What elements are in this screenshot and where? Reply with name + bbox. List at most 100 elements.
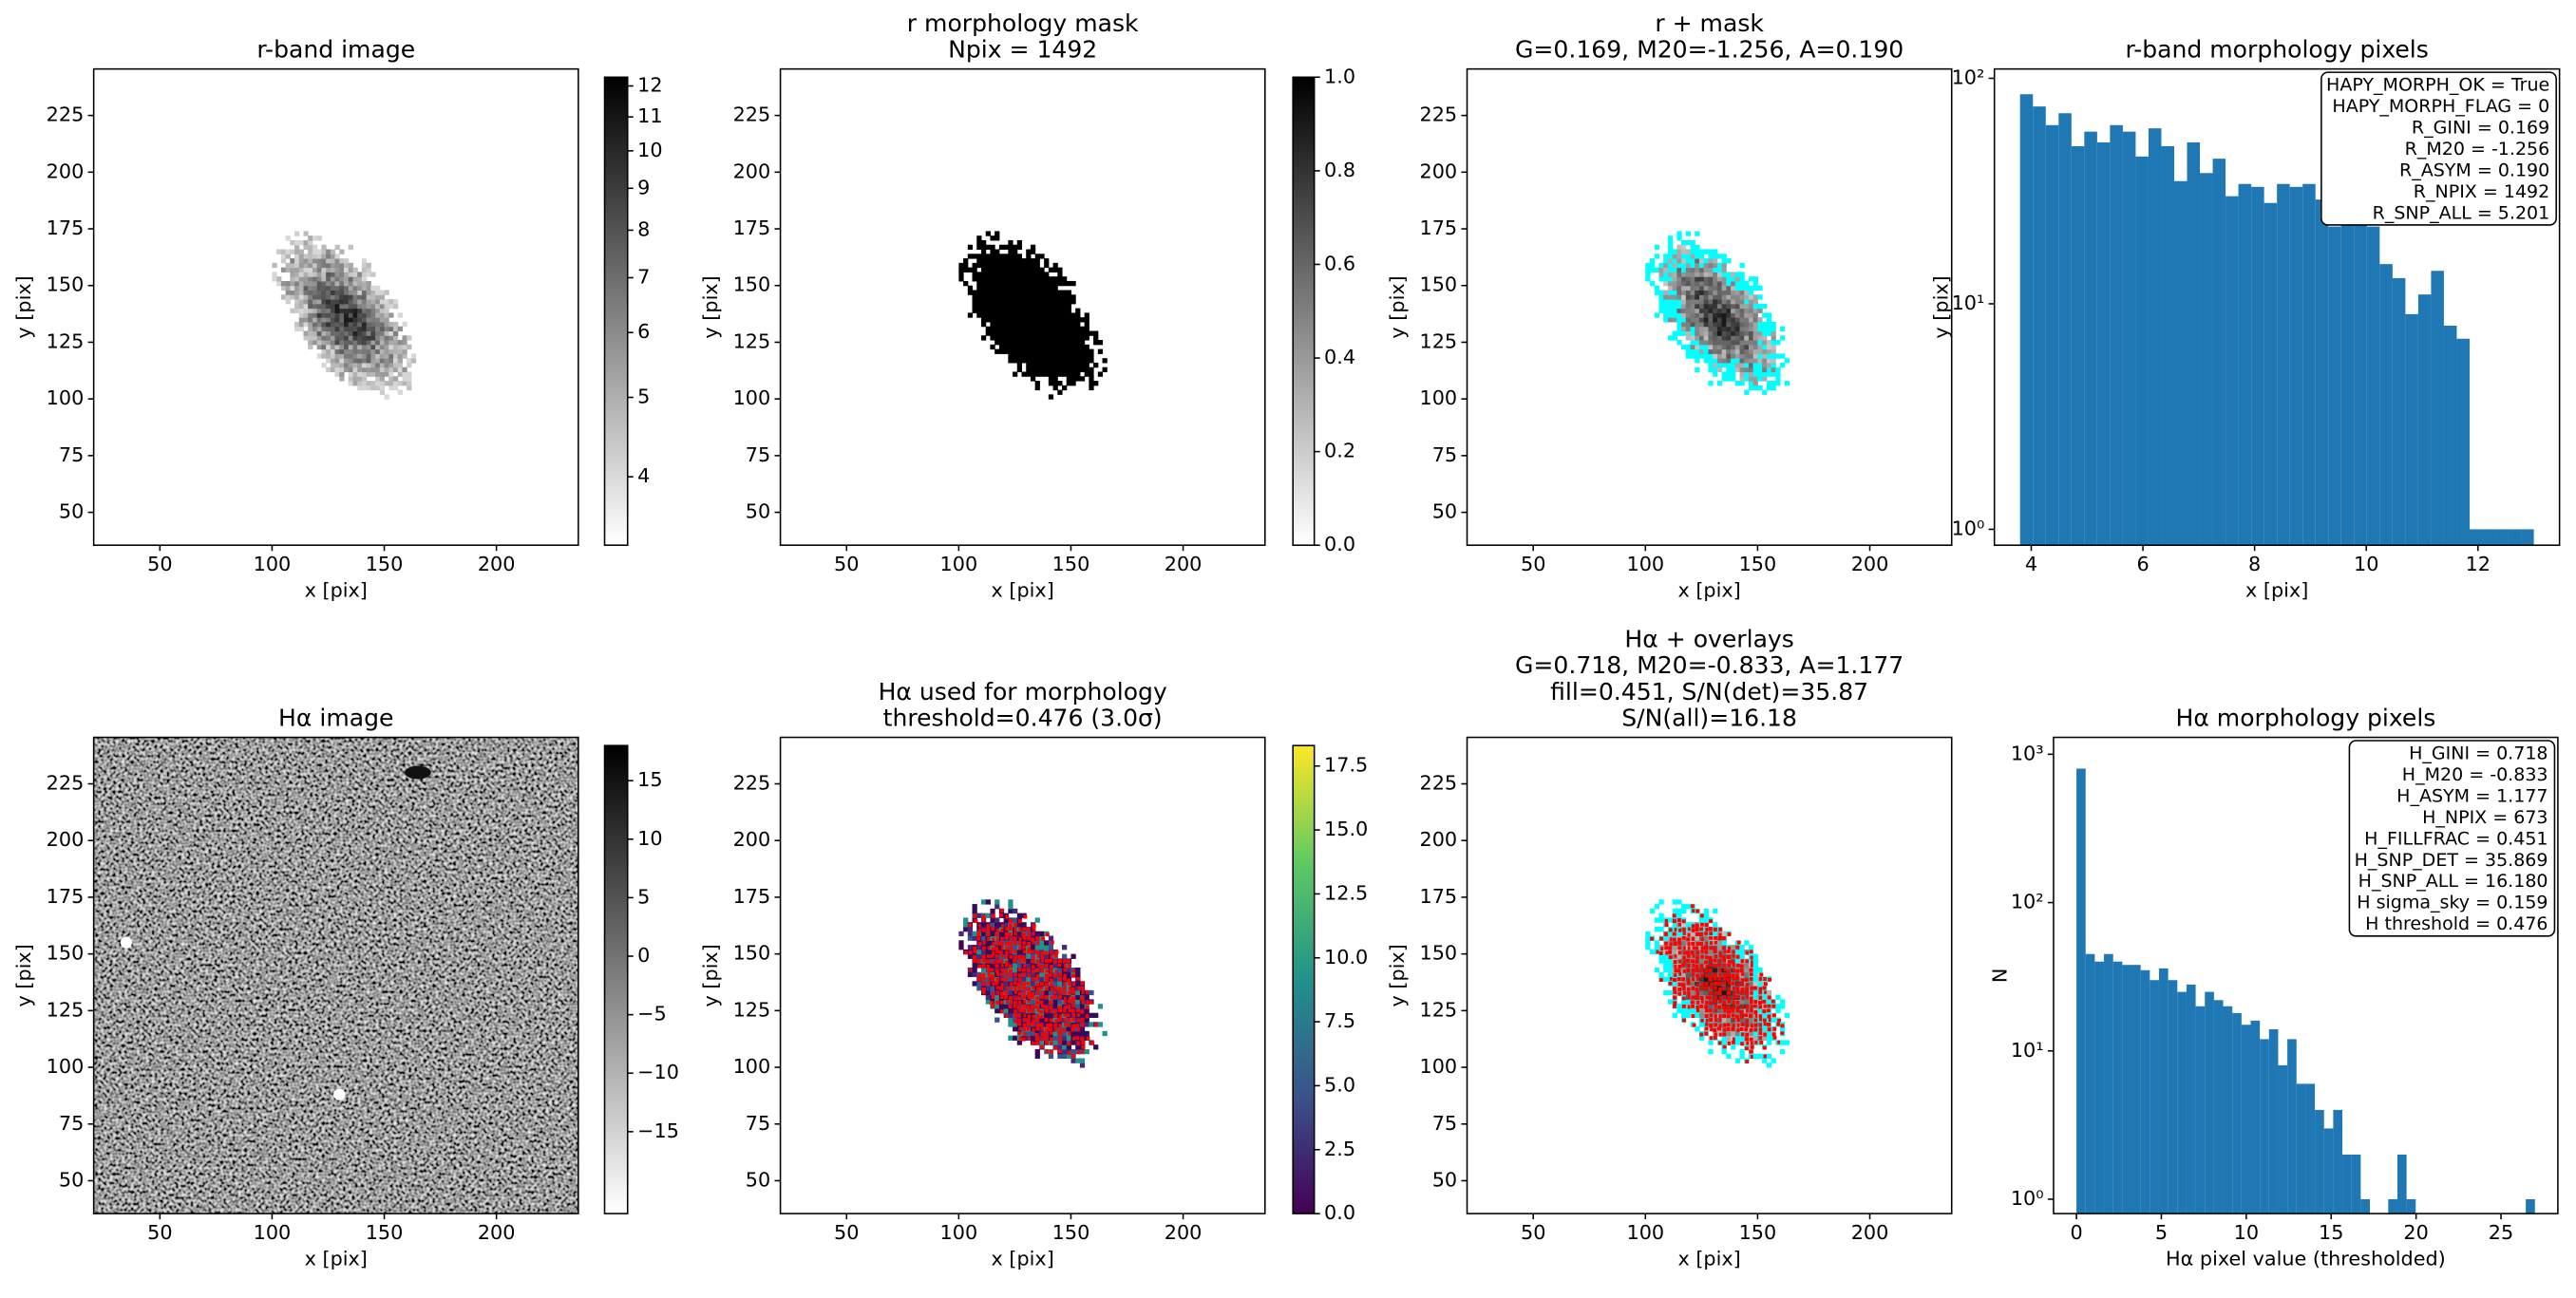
image-pixel — [1003, 317, 1009, 323]
image-pixel — [1079, 362, 1086, 368]
image-pixel — [1708, 326, 1714, 332]
detected-pixel — [1013, 996, 1018, 1001]
image-pixel — [326, 335, 331, 341]
image-pixel — [375, 385, 381, 391]
detected-pixel — [1733, 1001, 1736, 1006]
detected-pixel — [1736, 1027, 1741, 1032]
image-pixel — [1044, 317, 1050, 323]
detected-pixel — [1736, 982, 1741, 987]
detected-pixel — [1722, 973, 1727, 978]
image-pixel — [379, 294, 386, 300]
histogram-bar — [2205, 991, 2214, 1214]
image-pixel — [1062, 326, 1068, 332]
image-pixel — [1030, 945, 1036, 950]
image-pixel — [1716, 340, 1723, 346]
detected-pixel — [1691, 971, 1695, 976]
image-pixel — [1748, 344, 1754, 350]
image-pixel — [1681, 303, 1687, 310]
image-pixel — [392, 385, 399, 391]
image-pixel — [379, 385, 386, 391]
image-pixel — [1013, 244, 1018, 251]
detected-pixel — [1695, 988, 1699, 992]
detected-pixel — [986, 965, 991, 969]
image-pixel — [334, 317, 340, 323]
image-pixel — [1008, 1007, 1013, 1014]
image-pixel — [388, 312, 394, 318]
detected-pixel — [1022, 995, 1026, 1000]
image-pixel — [1744, 376, 1750, 382]
image-pixel — [1721, 348, 1727, 354]
image-pixel — [308, 335, 313, 341]
detected-pixel — [1705, 1000, 1710, 1005]
detected-pixel — [976, 932, 981, 937]
detected-pixel — [986, 928, 991, 932]
detected-pixel — [1063, 976, 1067, 981]
detected-pixel — [1035, 959, 1040, 964]
detected-pixel — [1746, 994, 1751, 999]
detected-pixel — [1739, 1009, 1744, 1014]
image-pixel — [357, 299, 363, 305]
image-pixel — [1681, 267, 1687, 273]
detected-pixel — [1713, 995, 1717, 1000]
image-pixel — [1739, 1048, 1745, 1055]
image-pixel — [1034, 344, 1040, 350]
image-pixel — [1026, 254, 1032, 259]
image-pixel — [1030, 1030, 1036, 1037]
y-tick-label: 100 — [1420, 386, 1458, 409]
image-pixel — [348, 376, 353, 382]
image-pixel — [1075, 989, 1081, 996]
detected-pixel — [1746, 1041, 1751, 1045]
image-pixel — [397, 371, 403, 377]
image-pixel — [334, 348, 340, 354]
image-pixel — [388, 358, 394, 364]
detected-pixel — [1000, 936, 1005, 941]
image-pixel — [388, 353, 394, 359]
image-pixel — [1739, 262, 1745, 269]
image-pixel — [1079, 376, 1086, 382]
image-pixel — [1030, 290, 1036, 295]
image-pixel — [1026, 272, 1032, 277]
x-tick-label: 50 — [147, 553, 172, 575]
image-pixel — [1771, 367, 1776, 373]
image-pixel — [312, 272, 318, 277]
histogram-bar — [2112, 961, 2123, 1214]
detected-pixel — [1710, 982, 1714, 987]
image-pixel — [348, 276, 353, 282]
detected-pixel — [1004, 990, 1009, 995]
image-pixel — [1734, 290, 1741, 295]
image-pixel — [1734, 326, 1741, 332]
image-pixel — [1039, 367, 1045, 373]
image-pixel — [1698, 321, 1705, 328]
detected-pixel — [1005, 954, 1010, 959]
image-pixel — [990, 312, 995, 318]
histogram-bar — [2071, 145, 2085, 546]
histogram-bar — [2521, 529, 2534, 546]
detected-pixel — [1735, 969, 1740, 973]
image-pixel — [330, 321, 336, 328]
detected-pixel — [1076, 1042, 1081, 1046]
image-pixel — [357, 276, 363, 282]
detected-pixel — [1669, 976, 1674, 981]
detected-pixel — [1685, 950, 1690, 955]
image-pixel — [1690, 267, 1695, 273]
image-pixel — [1762, 994, 1768, 1000]
image-pixel — [1013, 1035, 1018, 1041]
image-pixel — [1030, 335, 1036, 341]
detected-pixel — [1750, 1008, 1754, 1013]
image-pixel — [339, 358, 345, 364]
annotation-box — [2320, 71, 2557, 226]
image-pixel — [285, 280, 291, 287]
detected-pixel — [1673, 960, 1677, 964]
detected-pixel — [1749, 1037, 1753, 1042]
image-pixel — [290, 267, 295, 273]
image-pixel — [316, 330, 322, 336]
image-pixel — [1062, 335, 1068, 341]
image-pixel — [316, 276, 322, 282]
detected-pixel — [1041, 990, 1046, 995]
image-pixel — [1752, 285, 1758, 292]
image-pixel — [1089, 1012, 1094, 1019]
image-pixel — [1721, 303, 1727, 310]
image-pixel — [334, 290, 340, 295]
image-pixel — [357, 308, 363, 313]
